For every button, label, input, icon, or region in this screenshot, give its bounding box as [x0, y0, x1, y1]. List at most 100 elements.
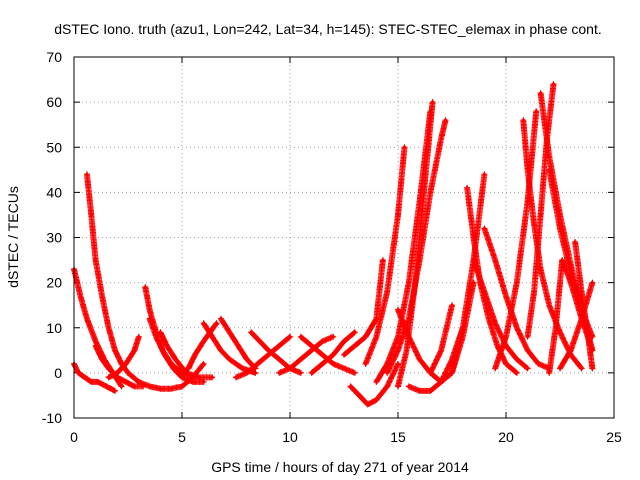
data-point: [249, 330, 253, 334]
data-point: [256, 362, 260, 366]
data-point: [227, 330, 232, 334]
data-point: [374, 398, 378, 402]
data-point: [504, 362, 508, 366]
data-point: [310, 344, 314, 348]
data-point: [288, 335, 292, 339]
data-point: [418, 357, 422, 361]
data-point: [366, 402, 370, 407]
data-point: [526, 348, 530, 352]
data-point: [202, 362, 206, 366]
data-point: [331, 353, 335, 357]
data-point: [219, 348, 223, 352]
data-point: [124, 380, 128, 384]
data-point: [521, 118, 525, 122]
data-point: [538, 267, 543, 271]
data-point: [253, 371, 258, 375]
data-point: [364, 335, 368, 339]
data-point: [76, 371, 80, 375]
data-point: [465, 186, 469, 190]
data-point: [154, 335, 158, 339]
data-point: [106, 375, 111, 379]
data-point: [396, 384, 400, 389]
data-point: [418, 389, 422, 393]
data-point: [158, 330, 162, 334]
y-tick-label: 0: [54, 365, 62, 381]
data-point: [83, 375, 87, 379]
data-point: [504, 294, 508, 298]
data-point: [450, 303, 454, 307]
data-point: [439, 380, 443, 384]
data-point: [171, 366, 175, 370]
data-point: [165, 344, 169, 348]
series-markers: [347, 360, 401, 408]
data-point: [482, 172, 486, 176]
data-point: [115, 371, 119, 375]
x-tick-label: 10: [282, 429, 298, 445]
data-point: [85, 172, 89, 176]
x-tick-label: 20: [498, 429, 514, 445]
data-point: [234, 375, 238, 379]
data-point: [132, 384, 137, 389]
data-point: [320, 362, 324, 366]
data-point: [580, 366, 584, 370]
data-point: [558, 366, 562, 370]
data-point: [573, 240, 577, 244]
data-point: [396, 213, 400, 217]
data-point: [472, 258, 476, 262]
series-arc-4: [92, 342, 147, 390]
data-point: [385, 371, 389, 375]
data-point: [100, 294, 104, 298]
data-point: [173, 357, 178, 361]
data-point: [396, 348, 400, 352]
data-point: [558, 330, 562, 334]
data-point: [526, 366, 530, 370]
axis-ticks: 0 5 10 15 20 25 -10 0 10 20 30 40 50 60 70: [42, 49, 622, 445]
data-point: [94, 339, 98, 343]
data-point: [374, 380, 378, 384]
data-point: [532, 290, 536, 294]
data-point: [547, 303, 551, 307]
data-point: [148, 308, 152, 312]
data-point: [197, 375, 201, 379]
data-point: [407, 335, 411, 339]
series-arc-3: [84, 171, 131, 376]
plot-area: [71, 81, 596, 408]
data-point: [381, 258, 385, 262]
series-arc-31: [492, 108, 540, 372]
data-point: [353, 344, 357, 348]
data-point: [180, 384, 184, 389]
data-point: [374, 317, 378, 321]
series-arc-5: [105, 333, 142, 381]
data-point: [547, 168, 551, 172]
data-point: [590, 366, 595, 370]
data-point: [590, 281, 595, 285]
data-point: [396, 308, 400, 312]
data-point: [193, 353, 197, 357]
data-point: [119, 384, 124, 389]
data-point: [214, 321, 219, 325]
data-point: [515, 357, 519, 361]
data-point: [569, 348, 573, 352]
data-point: [143, 285, 147, 289]
data-point: [515, 281, 519, 285]
data-point: [526, 335, 530, 339]
data-point: [106, 366, 111, 370]
data-point: [106, 326, 111, 330]
data-point: [163, 353, 167, 357]
data-point: [461, 326, 465, 330]
data-point: [428, 389, 432, 393]
x-tick-label: 0: [70, 429, 78, 445]
series-arc-23: [395, 99, 436, 390]
data-point: [422, 190, 426, 194]
y-tick-label: 10: [46, 320, 62, 336]
data-point: [364, 362, 368, 366]
y-tick-label: 50: [46, 139, 62, 155]
data-point: [353, 330, 357, 334]
series-arc-17: [308, 329, 358, 376]
data-point: [504, 335, 508, 339]
x-tick-label: 15: [390, 429, 406, 445]
data-point: [331, 335, 335, 339]
data-point: [536, 362, 541, 366]
data-point: [374, 335, 378, 339]
data-point: [348, 384, 353, 389]
